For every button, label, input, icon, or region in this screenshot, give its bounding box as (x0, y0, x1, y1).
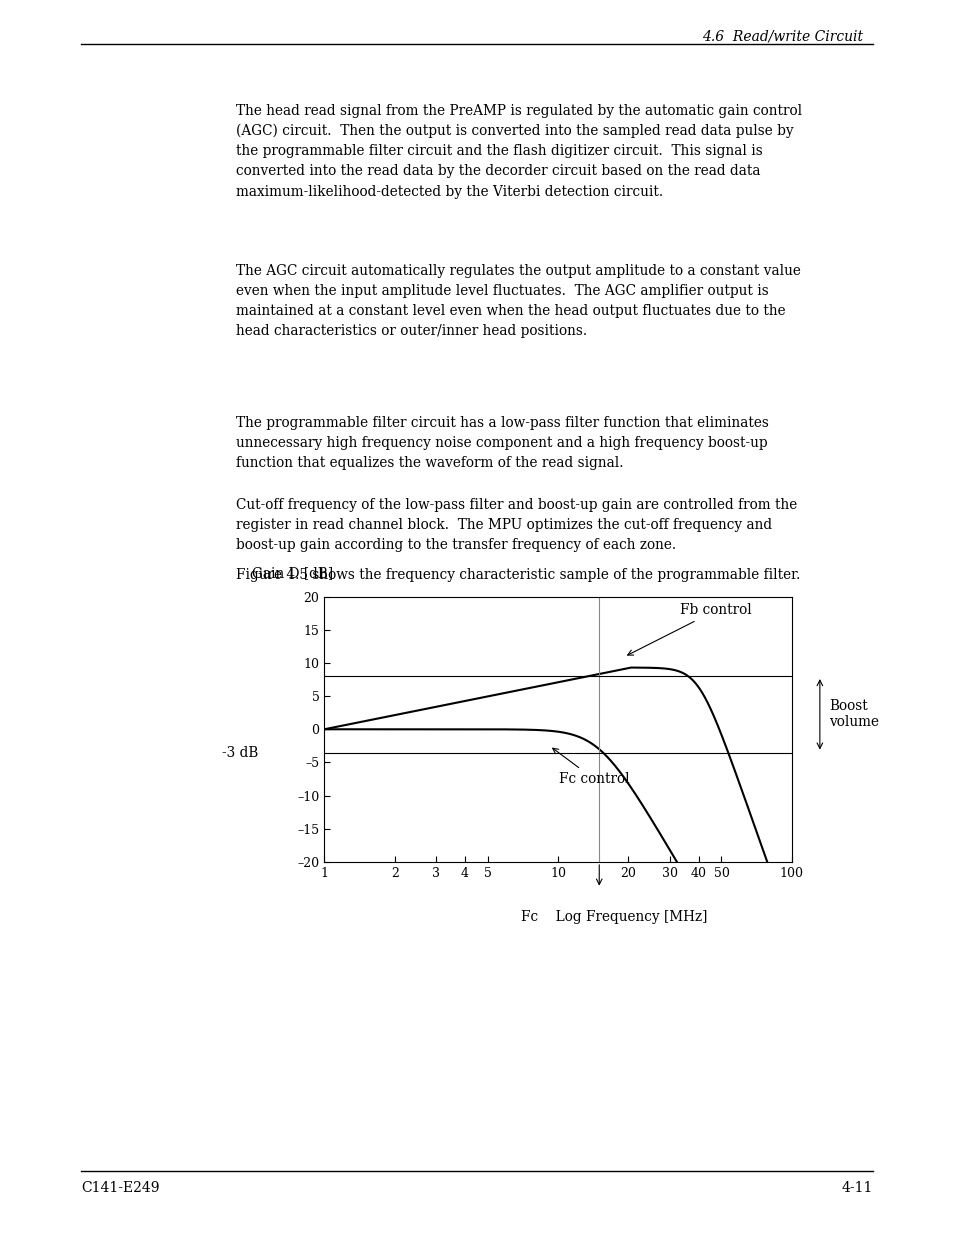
Text: Fc control: Fc control (552, 748, 629, 785)
Text: Figure 4.5 shows the frequency characteristic sample of the programmable filter.: Figure 4.5 shows the frequency character… (235, 568, 800, 582)
Text: Cut-off frequency of the low-pass filter and boost-up gain are controlled from t: Cut-off frequency of the low-pass filter… (235, 498, 796, 552)
Text: C141-E249: C141-E249 (81, 1181, 159, 1194)
Text: -3 dB: -3 dB (221, 746, 257, 760)
Text: Fb control: Fb control (627, 604, 751, 655)
Text: 4-11: 4-11 (841, 1181, 872, 1194)
Text: Fc    Log Frequency [MHz]: Fc Log Frequency [MHz] (520, 910, 706, 924)
Text: Boost
volume: Boost volume (828, 699, 879, 730)
Text: The head read signal from the PreAMP is regulated by the automatic gain control
: The head read signal from the PreAMP is … (235, 104, 801, 199)
Text: The programmable filter circuit has a low-pass filter function that eliminates
u: The programmable filter circuit has a lo… (235, 416, 768, 471)
Text: Gain D [dB]: Gain D [dB] (252, 567, 333, 580)
Text: 4.6  Read/write Circuit: 4.6 Read/write Circuit (701, 30, 862, 43)
Text: The AGC circuit automatically regulates the output amplitude to a constant value: The AGC circuit automatically regulates … (235, 264, 800, 338)
